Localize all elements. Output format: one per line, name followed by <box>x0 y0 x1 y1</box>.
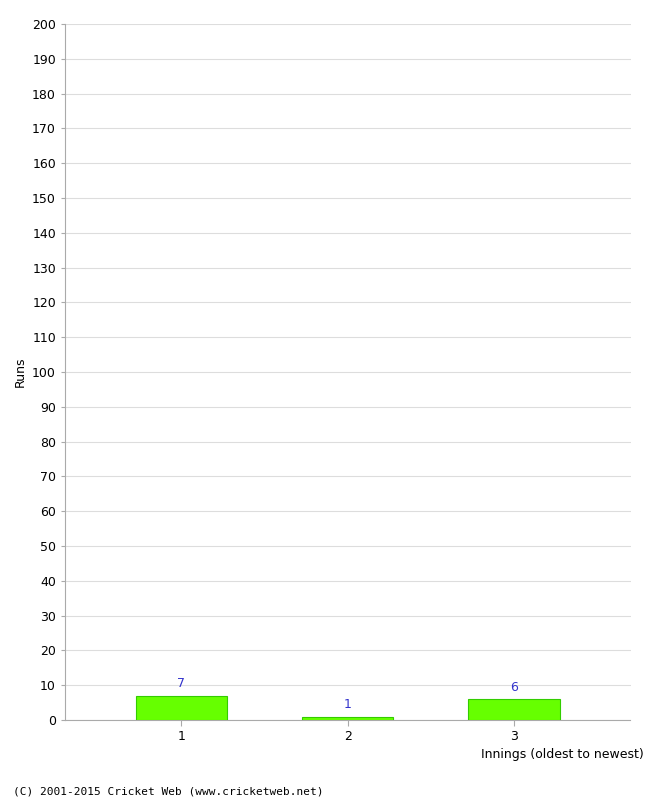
Bar <box>302 717 393 720</box>
Text: (C) 2001-2015 Cricket Web (www.cricketweb.net): (C) 2001-2015 Cricket Web (www.cricketwe… <box>13 786 324 796</box>
Text: 7: 7 <box>177 678 185 690</box>
X-axis label: Innings (oldest to newest): Innings (oldest to newest) <box>481 748 644 761</box>
Bar <box>136 696 227 720</box>
Text: 1: 1 <box>344 698 352 711</box>
Y-axis label: Runs: Runs <box>14 357 27 387</box>
Bar <box>469 699 560 720</box>
Text: 6: 6 <box>510 681 518 694</box>
